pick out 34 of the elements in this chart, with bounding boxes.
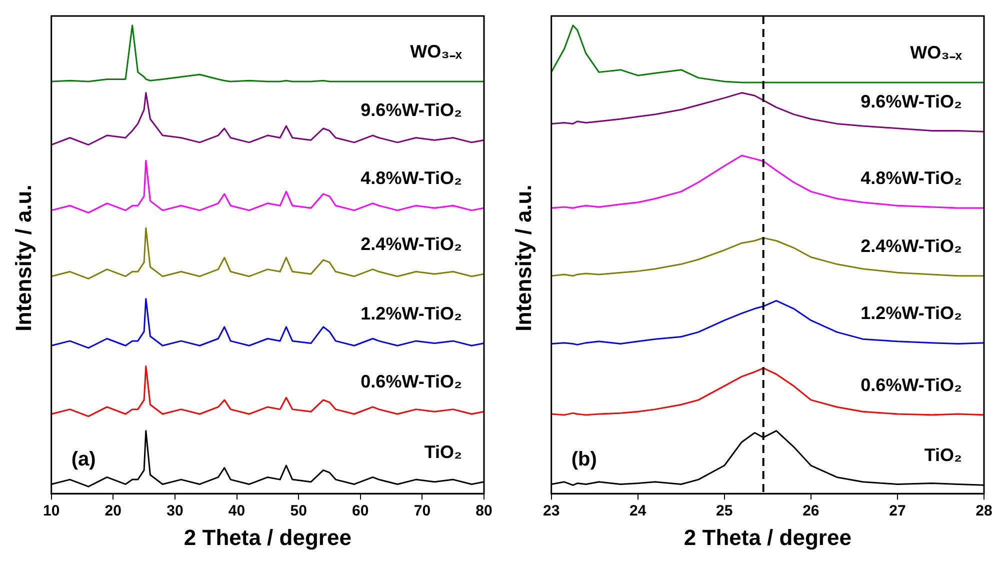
series-label: WO₃₋ₓ <box>410 42 462 62</box>
x-tick-label: 60 <box>352 502 369 520</box>
series-label: 2.4%W-TiO₂ <box>360 234 462 254</box>
series-label: TiO₂ <box>424 442 462 462</box>
y-axis-title: Intensity / a.u. <box>511 184 537 332</box>
x-tick-label: 23 <box>543 502 560 520</box>
series-label: 9.6%W-TiO₂ <box>360 100 462 120</box>
x-tick-label: 28 <box>976 502 992 520</box>
series-label: WO₃₋ₓ <box>910 42 962 62</box>
x-tick-label: 27 <box>889 502 906 520</box>
annotation: (a) <box>71 448 96 471</box>
series-label: TiO₂ <box>924 445 962 466</box>
x-tick-label: 26 <box>802 502 820 520</box>
series-label: 2.4%W-TiO₂ <box>860 236 962 256</box>
x-axis-title: 2 Theta / degree <box>184 524 352 550</box>
x-tick-label: 20 <box>104 502 122 520</box>
x-tick-label: 50 <box>290 502 307 520</box>
x-tick-label: 70 <box>414 502 431 520</box>
series-label: 1.2%W-TiO₂ <box>860 302 962 323</box>
series-label: 4.8%W-TiO₂ <box>360 168 462 188</box>
series-label: 0.6%W-TiO₂ <box>360 372 462 392</box>
x-tick-label: 40 <box>228 502 246 520</box>
series-label: 0.6%W-TiO₂ <box>860 374 962 395</box>
x-tick-label: 24 <box>630 502 647 520</box>
series-label: 1.2%W-TiO₂ <box>360 303 462 324</box>
x-tick-label: 10 <box>43 502 60 520</box>
x-tick-label: 80 <box>476 502 492 520</box>
series-label: 9.6%W-TiO₂ <box>860 92 962 112</box>
series-label: 4.8%W-TiO₂ <box>860 168 962 188</box>
annotation: (b) <box>571 448 597 471</box>
x-axis-title: 2 Theta / degree <box>684 524 852 550</box>
x-tick-label: 25 <box>716 502 733 520</box>
y-axis-title: Intensity / a.u. <box>11 184 37 332</box>
x-tick-label: 30 <box>166 502 184 520</box>
